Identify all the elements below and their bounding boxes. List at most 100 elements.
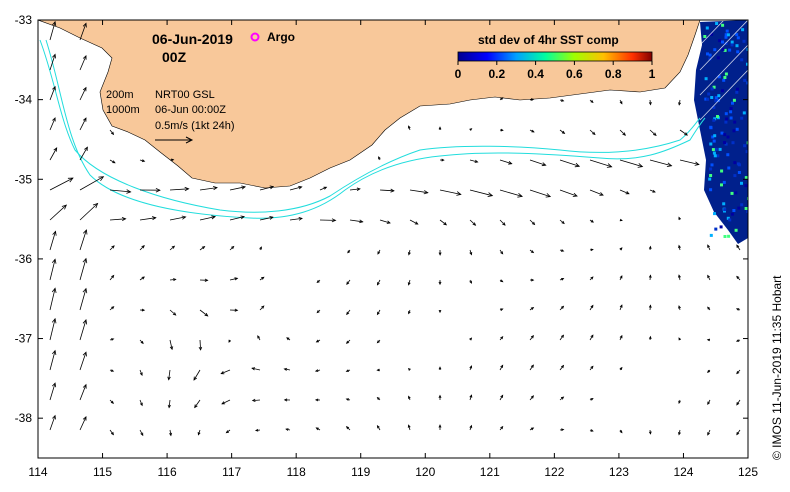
current-vector-head bbox=[441, 158, 445, 162]
current-vector-head bbox=[234, 308, 239, 312]
current-vector-head bbox=[560, 249, 565, 252]
current-vector bbox=[229, 186, 246, 191]
current-vector-head bbox=[211, 215, 217, 220]
current-vector-head bbox=[622, 132, 626, 136]
current-vector-head bbox=[356, 187, 361, 191]
sst-pixel bbox=[717, 94, 721, 98]
sst-pixel bbox=[746, 141, 748, 145]
sst-pixel bbox=[746, 48, 748, 51]
sst-pixel bbox=[730, 212, 734, 216]
lat-tick-label: -33 bbox=[15, 13, 33, 27]
sst-pixel bbox=[706, 52, 709, 56]
current-vector-head bbox=[531, 221, 536, 226]
current-vector-head bbox=[648, 274, 652, 278]
current-vector-head bbox=[619, 218, 623, 222]
current-vector-head bbox=[110, 369, 115, 372]
current-vector bbox=[469, 189, 493, 197]
current-vector bbox=[349, 219, 363, 223]
current-vector-head bbox=[469, 280, 472, 284]
sst-pixel bbox=[708, 53, 712, 57]
sst-pixel bbox=[714, 147, 718, 151]
current-vector-head bbox=[735, 308, 740, 311]
current-vector bbox=[109, 429, 114, 435]
sst-pixel bbox=[709, 174, 713, 177]
sst-pixel bbox=[712, 151, 716, 155]
current-vector-head bbox=[51, 349, 57, 355]
current-vector-head bbox=[212, 186, 218, 191]
current-vector-head bbox=[500, 425, 504, 430]
current-vector-head bbox=[652, 189, 656, 193]
sst-pixel bbox=[716, 115, 719, 118]
current-vector bbox=[49, 177, 74, 191]
current-vector-head bbox=[172, 312, 177, 316]
current-vector-head bbox=[376, 396, 380, 401]
sst-pixel bbox=[709, 125, 713, 129]
current-vector-head bbox=[269, 216, 274, 220]
lon-tick-label: 115 bbox=[93, 465, 112, 479]
current-vector-head bbox=[376, 424, 380, 429]
sst-pixel bbox=[724, 42, 728, 45]
current-vector bbox=[109, 245, 115, 251]
current-vector bbox=[139, 245, 145, 251]
current-vector bbox=[79, 384, 87, 401]
current-vector-head bbox=[469, 252, 473, 256]
sst-pixel bbox=[733, 120, 737, 124]
current-vector-head bbox=[316, 280, 320, 283]
sst-pixel bbox=[714, 96, 718, 100]
current-vector-head bbox=[500, 128, 504, 132]
lon-tick-label: 125 bbox=[738, 465, 758, 479]
current-vector-head bbox=[345, 426, 350, 430]
current-vector-head bbox=[500, 251, 504, 255]
axis-ticks: 114 115 116 117 118 119 120 121 122 123 124 125 -33 -… bbox=[15, 13, 759, 479]
sst-pixel bbox=[709, 233, 713, 237]
current-vector bbox=[79, 288, 87, 311]
current-vector bbox=[619, 189, 630, 195]
sst-pixel bbox=[740, 181, 743, 185]
current-vector bbox=[409, 189, 428, 194]
current-vector-head bbox=[386, 220, 391, 224]
current-vector-head bbox=[619, 334, 623, 339]
current-vector-head bbox=[121, 217, 127, 222]
sst-pixel bbox=[721, 40, 724, 44]
current-vector-head bbox=[678, 216, 681, 220]
sst-pixel bbox=[727, 234, 731, 238]
current-vector-head bbox=[254, 428, 259, 432]
isobath-1000m-label: 1000m bbox=[106, 104, 140, 116]
sst-pixel bbox=[712, 139, 716, 143]
current-vector-head bbox=[707, 306, 711, 310]
current-vector-head bbox=[169, 346, 174, 351]
current-vector bbox=[79, 146, 88, 161]
lon-tick-label: 122 bbox=[544, 465, 564, 479]
current-vector-head bbox=[155, 187, 161, 193]
current-vector bbox=[469, 159, 478, 163]
sst-pixel bbox=[713, 134, 717, 138]
credit-label: © IMOS 11-Jun-2019 11:35 Hobart bbox=[770, 275, 784, 460]
sst-pixel bbox=[743, 144, 747, 148]
sst-pixel bbox=[724, 72, 728, 76]
current-vector-head bbox=[694, 161, 700, 166]
current-vector bbox=[79, 23, 87, 41]
sst-pixel bbox=[713, 48, 717, 52]
current-vector bbox=[289, 218, 303, 221]
current-vector-head bbox=[574, 162, 581, 168]
lon-tick-label: 118 bbox=[287, 465, 306, 479]
current-vector-head bbox=[52, 414, 56, 420]
sst-pixel bbox=[746, 62, 748, 66]
current-vector-head bbox=[678, 432, 681, 436]
sst-pixel bbox=[723, 235, 727, 238]
current-vector bbox=[589, 129, 596, 135]
current-vector-head bbox=[52, 382, 57, 388]
current-vector bbox=[559, 189, 578, 197]
current-vector-head bbox=[228, 339, 232, 343]
current-vector-head bbox=[648, 335, 652, 340]
lon-tick-label: 123 bbox=[609, 465, 629, 479]
current-vector bbox=[409, 219, 418, 225]
sst-pixel bbox=[723, 208, 727, 212]
sst-pixel bbox=[742, 111, 746, 115]
product-label: NRT00 GSL bbox=[155, 89, 215, 101]
colorbar-tick-label: 0.2 bbox=[488, 67, 505, 81]
current-vector-head bbox=[561, 130, 566, 134]
sst-pixel bbox=[726, 153, 730, 157]
scale-label: 0.5m/s (1kt 24h) bbox=[155, 120, 234, 132]
